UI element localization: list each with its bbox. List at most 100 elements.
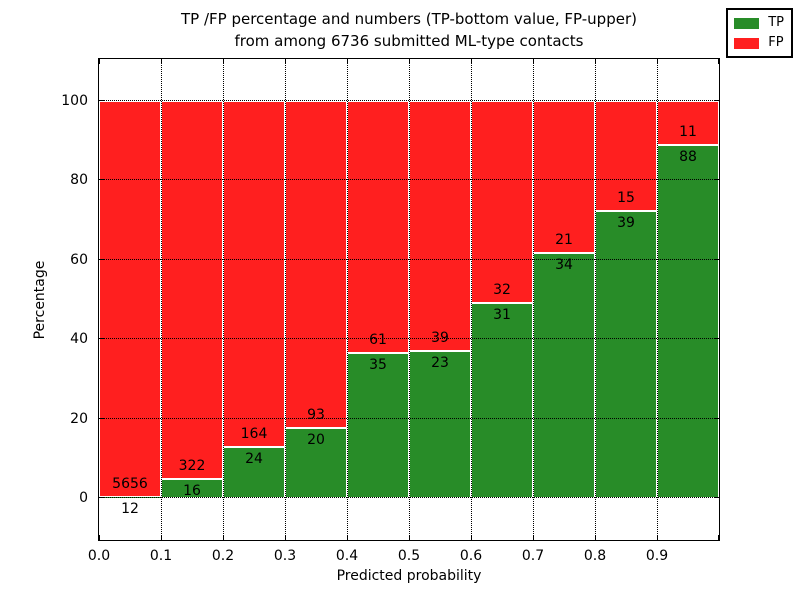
v-gridline [223,59,224,540]
x-tick-top [99,59,100,64]
tp-count-label: 20 [307,431,325,448]
fp-count-label: 322 [178,458,206,475]
tp-count-label: 12 [121,501,139,518]
x-tick-top [595,59,596,64]
h-gridline [99,179,719,181]
x-tick-bottom [99,535,100,540]
y-tick-label: 80 [70,172,88,189]
fp-bar [347,101,409,354]
fp-bar [223,101,285,448]
fp-bar [595,101,657,212]
y-tick-left [99,258,104,260]
legend-entry-tp: TP [734,13,784,33]
tp-bar [533,252,595,498]
plot-area: 5656 12 322 16 164 24 93 20 61 35 39 23 32 31 21 34 15 39… [98,58,720,541]
h-gridline [99,417,719,419]
fp-count-label: 11 [679,124,697,141]
chart-title-line2: from among 6736 submitted ML-type contac… [234,32,584,50]
tp-count-label: 24 [245,451,263,468]
x-tick-top [285,59,286,64]
h-gridline [99,497,719,498]
fp-bar [285,101,347,428]
tp-color-swatch [734,17,760,29]
fp-count-label: 164 [240,426,268,443]
fp-count-label: 32 [493,281,511,298]
fp-bar [471,101,533,303]
h-gridline [99,338,719,340]
tp-bar [223,447,285,498]
fp-count-label: 39 [431,329,449,346]
x-tick-top [223,59,224,64]
x-tick-bottom [595,535,596,540]
x-tick-top [533,59,534,64]
tp-count-label: 88 [679,149,697,166]
y-axis-label: Percentage [32,260,48,340]
x-axis-label: Predicted probability [336,568,482,584]
y-tick-label: 100 [61,93,88,109]
x-tick-bottom [471,535,472,540]
fp-count-label: 93 [307,406,325,423]
y-tick-right [714,417,719,419]
y-tick-label: 40 [70,331,88,348]
y-tick-right [714,338,719,340]
x-tick-bottom [409,535,410,540]
y-tick-left [99,338,104,340]
x-tick-label: 0.3 [273,548,297,564]
v-gridline [533,59,534,540]
fp-color-swatch [734,37,760,49]
tp-bar [657,145,719,498]
x-tick-top [471,59,472,64]
fp-bar [99,101,161,498]
tp-count-label: 23 [431,354,449,371]
tp-count-label: 35 [369,357,387,374]
fp-bar [657,101,719,146]
legend: TP FP [726,8,793,58]
v-gridline [161,59,162,540]
tp-bar [409,350,471,498]
y-tick-label: 20 [70,410,88,427]
x-tick-label: 0.6 [459,548,483,564]
v-gridline [595,59,596,540]
x-tick-label: 0.0 [87,548,111,564]
x-tick-bottom [223,535,224,540]
chart-title: TP /FP percentage and numbers (TP-bottom… [98,8,720,52]
x-tick-label: 0.8 [583,548,607,564]
x-tick-bottom [347,535,348,540]
v-gridline [347,59,348,540]
x-tick-bottom [533,535,534,540]
tp-count-label: 16 [183,483,201,500]
x-tick-label: 0.2 [211,548,235,564]
y-tick-label: 0 [79,490,88,506]
y-tick-left [99,417,104,419]
x-tick-bottom [161,535,162,540]
tp-bar [471,302,533,498]
y-tick-left [99,100,104,101]
y-tick-left [99,179,104,181]
x-tick-top [657,59,658,64]
x-tick-top [161,59,162,64]
x-tick-top [409,59,410,64]
x-tick-label: 0.1 [149,548,173,564]
y-tick-right [714,100,719,101]
fp-bar [533,101,595,253]
fp-bar [409,101,471,351]
fp-count-label: 21 [555,231,573,248]
v-gridline [471,59,472,540]
v-gridline [657,59,658,540]
tp-count-label: 31 [493,306,511,323]
fp-count-label: 5656 [112,476,148,493]
y-tick-label: 60 [70,251,88,268]
legend-label-tp: TP [768,15,784,30]
fp-count-label: 15 [617,190,635,207]
tp-count-label: 39 [617,215,635,232]
legend-label-fp: FP [768,35,784,50]
legend-entry-fp: FP [734,33,784,53]
y-tick-right [714,258,719,260]
y-tick-left [99,497,104,498]
fp-count-label: 61 [369,332,387,349]
x-tick-top [347,59,348,64]
tp-bar [347,353,409,498]
h-gridline [99,258,719,260]
tp-bar [595,211,657,498]
